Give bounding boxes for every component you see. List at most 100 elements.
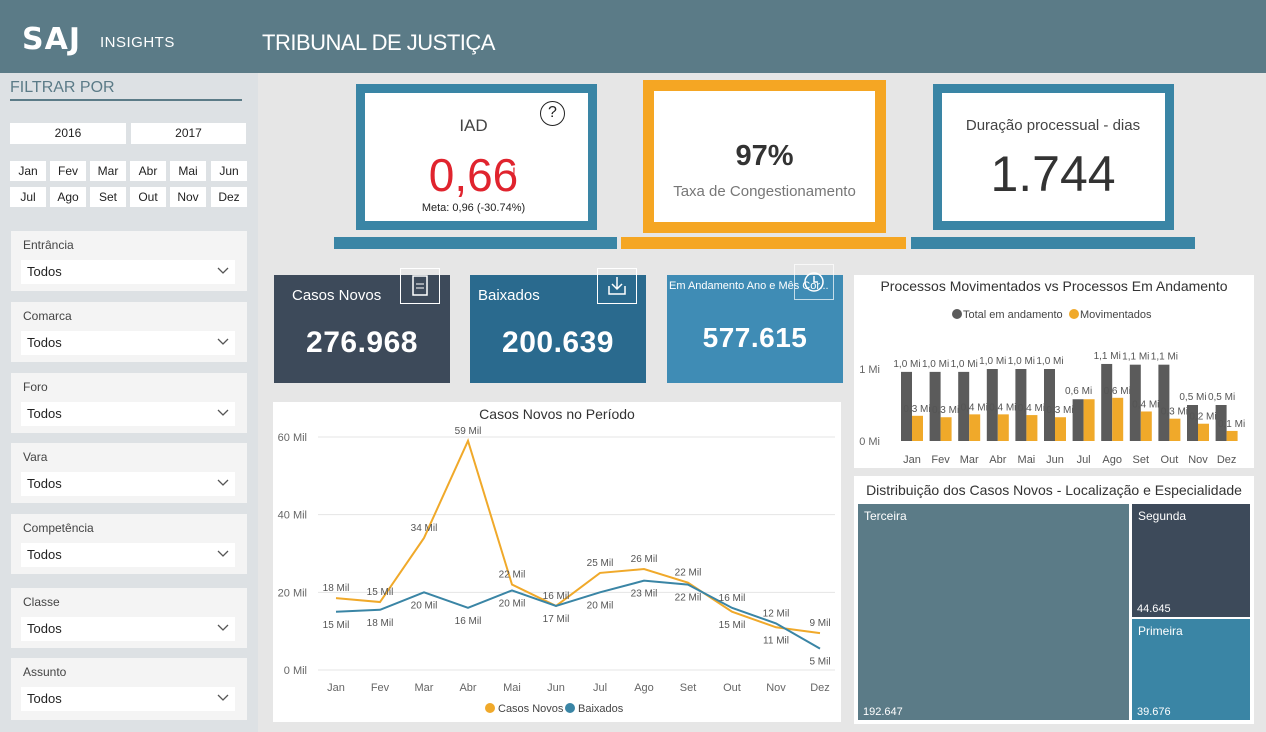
bar-total bbox=[1015, 369, 1027, 441]
card-baixados[interactable]: Baixados 200.639 bbox=[470, 268, 646, 383]
bar-x-tick: Nov bbox=[1188, 454, 1208, 466]
filter-label: Classe bbox=[23, 595, 60, 609]
bar-data-label: 0,6 Mi bbox=[1065, 386, 1092, 397]
line-x-tick: Mar bbox=[415, 682, 434, 694]
bar-x-tick: Abr bbox=[989, 454, 1006, 466]
bar-movimentados bbox=[997, 414, 1009, 441]
line-data-label: 22 Mil bbox=[499, 570, 526, 581]
line-x-tick: Dez bbox=[810, 682, 830, 694]
line-data-label: 20 Mil bbox=[411, 600, 438, 611]
filter-dropdown[interactable]: Todos bbox=[21, 472, 235, 496]
filter-dropdown[interactable]: Todos bbox=[21, 687, 235, 711]
line-data-label: 25 Mil bbox=[587, 558, 614, 569]
bar-legend-label: Total em andamento bbox=[963, 309, 1063, 321]
bar-movimentados bbox=[912, 415, 923, 441]
line-x-tick: Jul bbox=[593, 682, 607, 694]
bar-y-tick: 0 Mi bbox=[859, 436, 880, 448]
filter-group-4: Competência Todos bbox=[11, 514, 247, 574]
bar-total bbox=[901, 371, 912, 441]
card-baixados-label: Baixados bbox=[478, 287, 540, 304]
month-button-abr[interactable]: Abr bbox=[130, 161, 166, 181]
kpi-duracao-card bbox=[933, 84, 1174, 230]
month-button-fev[interactable]: Fev bbox=[50, 161, 86, 181]
bar-total bbox=[1187, 405, 1198, 441]
bar-data-label: 1,1 Mi bbox=[1122, 352, 1149, 363]
line-x-tick: Mai bbox=[503, 682, 521, 694]
bar-movimentados bbox=[1198, 423, 1209, 441]
bar-data-label: 1,0 Mi bbox=[922, 359, 949, 370]
filter-dropdown[interactable]: Todos bbox=[21, 260, 235, 284]
month-button-nov[interactable]: Nov bbox=[170, 187, 206, 207]
bar-x-tick: Mar bbox=[960, 454, 979, 466]
bar-data-label: 1,0 Mi bbox=[1008, 356, 1035, 367]
treemap-cell-name: Terceira bbox=[864, 509, 907, 523]
month-button-jul[interactable]: Jul bbox=[10, 187, 46, 207]
treemap-cell-terceira[interactable] bbox=[858, 504, 1129, 720]
help-icon[interactable]: ? bbox=[540, 101, 565, 126]
bar-movimentados bbox=[1055, 417, 1066, 441]
header-bar bbox=[0, 0, 1266, 73]
month-button-mar[interactable]: Mar bbox=[90, 161, 126, 181]
treemap: Terceira 192.647 Segunda 44.645 Primeira 39.6… bbox=[858, 504, 1250, 720]
month-button-ago[interactable]: Ago bbox=[50, 187, 86, 207]
card-andamento[interactable]: Em Andamento Ano e Mês Cor... 577.615 bbox=[667, 264, 843, 383]
bar-total bbox=[929, 371, 941, 441]
month-button-set[interactable]: Set bbox=[90, 187, 126, 207]
card-casos-novos[interactable]: Casos Novos 276.968 bbox=[274, 268, 450, 383]
year-button-2016[interactable]: 2016 bbox=[10, 123, 126, 144]
year-button-2017[interactable]: 2017 bbox=[131, 123, 246, 144]
treemap-cell-primeira[interactable] bbox=[1132, 619, 1250, 720]
treemap-cell-segunda[interactable] bbox=[1132, 504, 1250, 617]
kpi-taxa-card bbox=[643, 80, 886, 233]
filter-dropdown[interactable]: Todos bbox=[21, 543, 235, 567]
bar-total bbox=[1129, 364, 1141, 441]
treemap-cell-value: 44.645 bbox=[1137, 603, 1171, 615]
chevron-down-icon bbox=[217, 409, 229, 416]
bar-data-label: 1,0 Mi bbox=[893, 359, 920, 370]
card-casos-novos-label: Casos Novos bbox=[292, 287, 382, 304]
line-data-label: 5 Mil bbox=[809, 657, 830, 668]
kpi-iad-meta: Meta: 0,96 (-30.74%) bbox=[421, 202, 526, 214]
bar-total bbox=[1044, 369, 1055, 441]
document-icon bbox=[400, 268, 440, 304]
line-x-tick: Ago bbox=[634, 682, 654, 694]
line-data-label: 59 Mil bbox=[455, 426, 482, 437]
month-button-dez[interactable]: Dez bbox=[211, 187, 247, 207]
filter-dropdown-value: Todos bbox=[27, 406, 62, 421]
month-button-jun[interactable]: Jun bbox=[211, 161, 247, 181]
treemap-cell-value: 192.647 bbox=[863, 706, 903, 718]
month-button-jan[interactable]: Jan bbox=[10, 161, 46, 181]
kpi-iad-stand bbox=[334, 237, 617, 249]
filter-dropdown[interactable]: Todos bbox=[21, 617, 235, 641]
month-button-out[interactable]: Out bbox=[130, 187, 166, 207]
bar-movimentados bbox=[1169, 418, 1181, 441]
bar-total bbox=[986, 369, 998, 441]
bar-data-label: 0,3 Mi bbox=[1161, 407, 1188, 418]
bar-data-label: 0,1 Mi bbox=[1218, 419, 1245, 430]
bar-data-label: 0,5 Mi bbox=[1208, 392, 1235, 403]
line-data-label: 22 Mil bbox=[675, 593, 702, 604]
filter-group-0: Entrância Todos bbox=[11, 231, 247, 291]
line-data-label: 20 Mil bbox=[587, 600, 614, 611]
bar-legend-label: Movimentados bbox=[1080, 309, 1152, 321]
card-baixados-value: 200.639 bbox=[502, 326, 614, 359]
filter-group-2: Foro Todos bbox=[11, 373, 247, 433]
kpi-taxa-stand bbox=[621, 237, 906, 249]
bar-data-label: 1,0 Mi bbox=[979, 356, 1006, 367]
line-y-tick: 20 Mil bbox=[278, 587, 307, 599]
bar-data-label: 1,1 Mi bbox=[1094, 351, 1121, 362]
bar-movimentados bbox=[1026, 415, 1038, 441]
treemap-cell-value: 39.676 bbox=[1137, 706, 1171, 718]
bar-data-label: 1,0 Mi bbox=[1036, 356, 1063, 367]
filter-dropdown[interactable]: Todos bbox=[21, 331, 235, 355]
bar-x-tick: Mai bbox=[1018, 454, 1036, 466]
card-andamento-value: 577.615 bbox=[702, 322, 808, 353]
filter-dropdown[interactable]: Todos bbox=[21, 402, 235, 426]
line-x-tick: Jun bbox=[547, 682, 565, 694]
card-casos-novos-value: 276.968 bbox=[306, 326, 418, 359]
bar-x-tick: Fev bbox=[931, 454, 950, 466]
line-data-label: 9 Mil bbox=[809, 618, 830, 629]
bar-x-tick: Dez bbox=[1217, 454, 1237, 466]
month-button-mai[interactable]: Mai bbox=[170, 161, 206, 181]
filter-dropdown-value: Todos bbox=[27, 547, 62, 562]
